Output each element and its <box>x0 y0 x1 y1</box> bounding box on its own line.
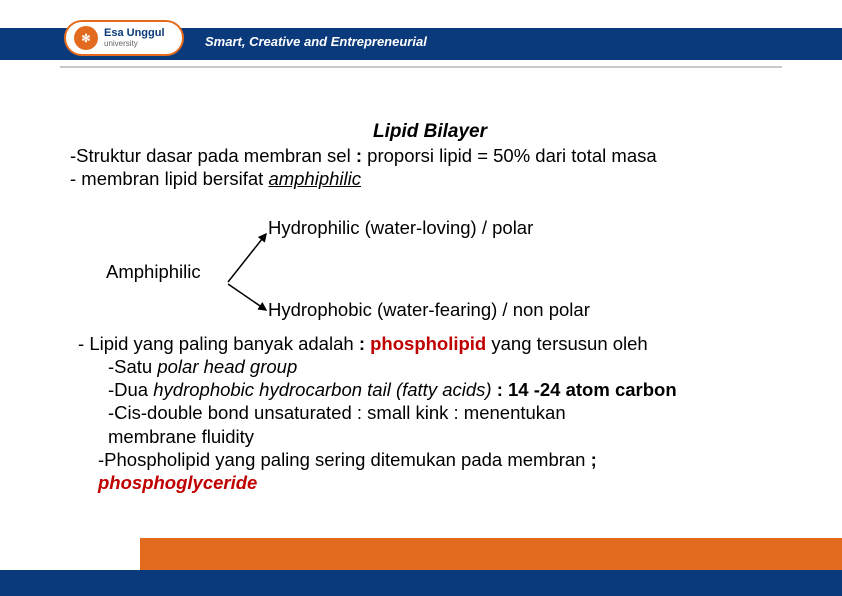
node-hydrophilic: Hydrophilic (water-loving) / polar <box>268 216 533 239</box>
logo-title: Esa Unggul <box>104 28 165 39</box>
node-amphiphilic: Amphiphilic <box>106 260 201 283</box>
colon: : <box>356 145 367 166</box>
text: : 14 -24 atom carbon <box>497 379 677 400</box>
brand-logo: ✻ Esa Unggul university <box>64 20 184 56</box>
phospholipid-block: - Lipid yang paling banyak adalah : phos… <box>70 332 790 494</box>
sub-polar-head: -Satu polar head group <box>78 355 790 378</box>
text: - membran lipid bersifat <box>70 168 268 189</box>
footer-bar-orange <box>140 538 842 570</box>
sub-hydrocarbon-tail: -Dua hydrophobic hydrocarbon tail (fatty… <box>78 378 790 401</box>
amphiphilic-diagram: Hydrophilic (water-loving) / polar Amphi… <box>70 216 790 326</box>
sub-cis-double-bond-cont: membrane fluidity <box>78 425 790 448</box>
line-amphiphilic: - membran lipid bersifat amphiphilic <box>70 167 790 190</box>
logo-text-group: Esa Unggul university <box>104 28 165 48</box>
text: -Phospholipid yang paling sering ditemuk… <box>98 449 591 470</box>
sub-phosphoglyceride: -Phospholipid yang paling sering ditemuk… <box>78 448 790 471</box>
text: -Struktur dasar pada membran sel <box>70 145 356 166</box>
line-structure: -Struktur dasar pada membran sel : propo… <box>70 144 790 167</box>
branch-arrows-icon <box>218 226 278 316</box>
text: -Dua <box>108 379 153 400</box>
text: Lipid yang paling banyak adalah <box>89 333 359 354</box>
text: yang tersusun oleh <box>486 333 647 354</box>
logo-mark-icon: ✻ <box>74 26 98 50</box>
slide-title: Lipid Bilayer <box>70 120 790 144</box>
text: -Satu <box>108 356 157 377</box>
sub-cis-double-bond: -Cis-double bond unsaturated : small kin… <box>78 401 790 424</box>
lead-line: - Lipid yang paling banyak adalah : phos… <box>78 332 790 355</box>
header-tagline: Smart, Creative and Entrepreneurial <box>205 34 427 49</box>
header-divider <box>60 66 782 68</box>
semicolon: ; <box>591 449 597 470</box>
footer-bar-blue <box>0 570 842 596</box>
slide-content: Lipid Bilayer -Struktur dasar pada membr… <box>70 120 790 494</box>
term: polar head group <box>157 356 297 377</box>
term-amphiphilic: amphiphilic <box>268 168 361 189</box>
logo-subtitle: university <box>104 39 165 48</box>
dash: - <box>78 333 89 354</box>
term: hydrophobic hydrocarbon tail (fatty acid… <box>153 379 496 400</box>
text: proporsi lipid = 50% dari total masa <box>367 145 656 166</box>
node-hydrophobic: Hydrophobic (water-fearing) / non polar <box>268 298 590 321</box>
term-phosphoglyceride: phosphoglyceride <box>78 471 790 494</box>
colon: : <box>359 333 370 354</box>
term-phospholipid: phospholipid <box>370 333 486 354</box>
